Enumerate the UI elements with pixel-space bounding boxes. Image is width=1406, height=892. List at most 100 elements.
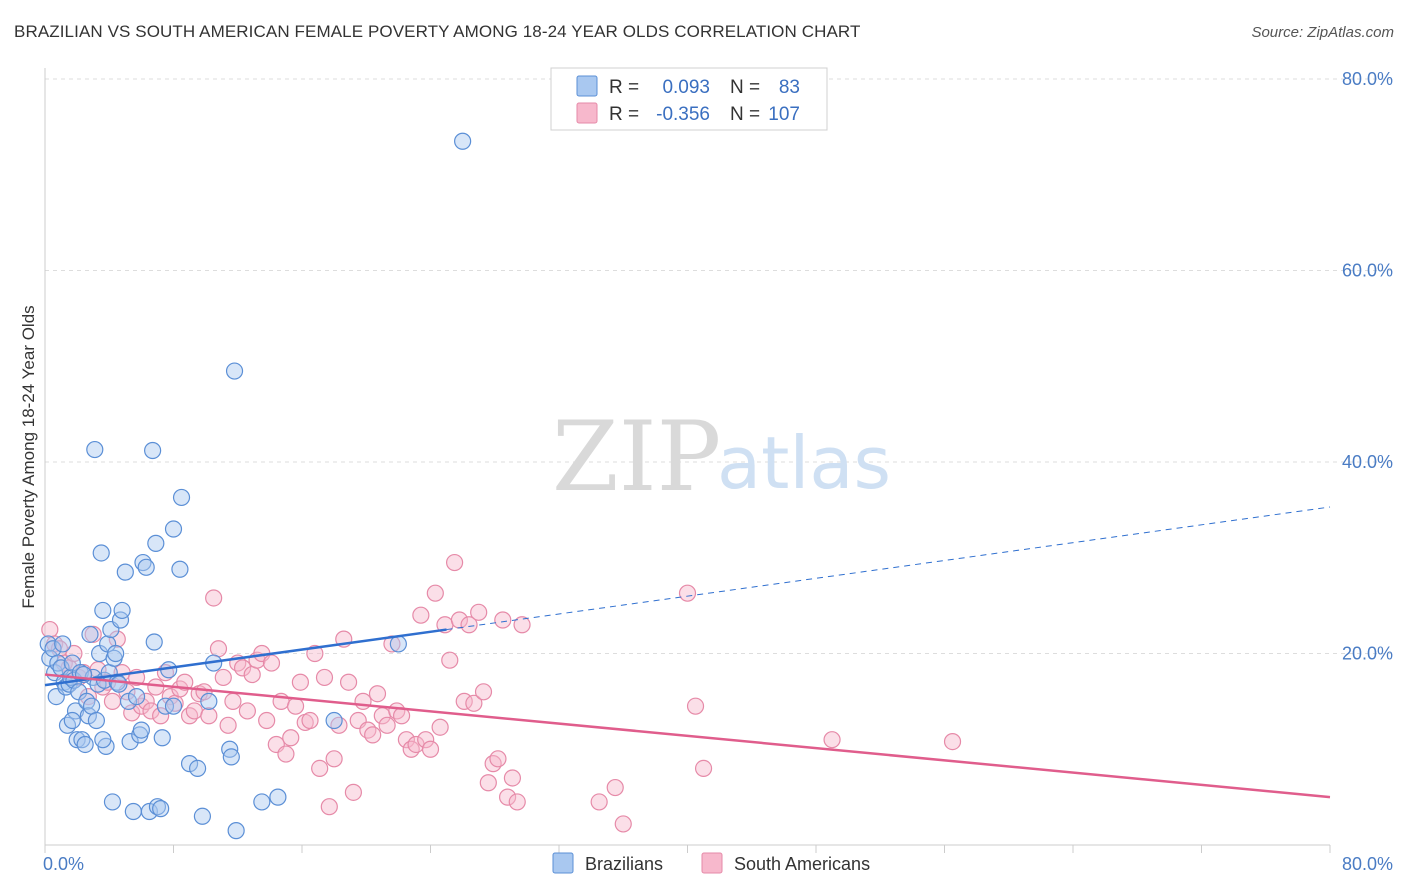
- y-axis-label: Female Poverty Among 18-24 Year Olds: [19, 305, 38, 608]
- bottom-legend-label-brazilians: Brazilians: [585, 854, 663, 874]
- south-americans-point-78: [417, 731, 435, 749]
- brazilians-point-47: [127, 687, 146, 706]
- brazilians-point-46: [124, 802, 142, 821]
- south-americans-point-34: [205, 589, 223, 607]
- legend-r-label-2: R =: [609, 104, 639, 125]
- south-americans-point-35: [209, 640, 228, 658]
- south-americans-point-70: [378, 716, 396, 734]
- brazilians-point-65: [193, 807, 212, 825]
- brazilians-point-16: [68, 731, 86, 749]
- south-americans-point-22: [147, 678, 165, 696]
- south-americans-point-90: [474, 683, 493, 701]
- south-americans-point-75: [402, 740, 420, 758]
- brazilians-point-43: [116, 563, 134, 581]
- brazilians-point-30: [92, 544, 110, 562]
- brazilians-point-49: [134, 553, 152, 572]
- source-label: Source: ZipAtlas.com: [1251, 24, 1394, 41]
- brazilians-point-73: [269, 788, 287, 806]
- brazilians-point-27: [87, 711, 106, 730]
- brazilians-point-82: [164, 697, 183, 715]
- legend-n-label-2: N =: [730, 104, 760, 125]
- brazilians-point-80: [110, 675, 128, 693]
- y-tick-labels: 20.0% 40.0% 60.0% 80.0%: [1342, 69, 1393, 664]
- x-tick-labels: 0.0% 80.0%: [43, 854, 1393, 874]
- south-americans-point-49: [277, 745, 295, 763]
- brazilians-point-60: [164, 520, 183, 538]
- south-americans-point-23: [152, 707, 170, 725]
- watermark-zip: ZIP: [552, 401, 721, 513]
- south-americans-point-57: [315, 668, 334, 687]
- legend-r-value-1: 0.093: [662, 77, 710, 98]
- south-americans-point-105: [823, 731, 841, 749]
- south-americans-point-42: [243, 665, 261, 684]
- south-americans-point-96: [503, 769, 522, 787]
- south-americans-point-97: [508, 793, 526, 811]
- south-americans-point-100: [606, 778, 624, 797]
- south-americans-point-14: [108, 630, 126, 648]
- south-americans-point-28: [176, 673, 194, 691]
- y-tick-label-3: 80.0%: [1342, 69, 1393, 89]
- y-tick-label-1: 40.0%: [1342, 452, 1393, 472]
- brazilians-point-63: [180, 755, 199, 773]
- brazilians-trend-line: [44, 628, 447, 687]
- south-americans-point-36: [214, 668, 232, 687]
- brazilians-point-39: [107, 644, 125, 663]
- south-americans-point-80: [426, 584, 444, 602]
- watermark-atlas: atlas: [717, 421, 891, 505]
- y-tick-label-0: 20.0%: [1342, 644, 1393, 664]
- south-americans-point-94: [494, 611, 512, 629]
- brazilians-point-57: [153, 729, 171, 747]
- south-americans-point-79: [421, 740, 440, 758]
- brazilians-point-79: [94, 731, 112, 749]
- south-americans-point-60: [330, 716, 348, 734]
- south-americans-point-88: [465, 694, 483, 712]
- south-americans-point-91: [479, 774, 497, 792]
- south-americans-point-40: [233, 659, 252, 677]
- south-americans-point-41: [238, 702, 256, 720]
- legend-swatch-blue: [576, 75, 598, 97]
- south-americans-point-0: [41, 620, 59, 639]
- south-americans-point-98: [513, 616, 531, 634]
- brazilians-point-70: [225, 362, 244, 380]
- south-americans-point-104: [694, 759, 713, 778]
- bottom-legend-label-south-americans: South Americans: [734, 854, 870, 874]
- brazilians-point-66: [200, 692, 218, 710]
- south-americans-point-32: [195, 683, 213, 701]
- south-americans-point-63: [344, 783, 362, 801]
- bottom-legend-swatch-south-americans: [701, 852, 723, 874]
- brazilians-point-44: [119, 692, 138, 710]
- south-americans-point-95: [499, 788, 517, 806]
- south-americans-point-89: [470, 603, 488, 621]
- south-americans-point-33: [200, 707, 218, 725]
- brazilians-point-10: [58, 716, 77, 734]
- brazilians-point-77: [63, 711, 81, 730]
- south-americans-point-87: [460, 616, 478, 634]
- south-americans-point-93: [489, 750, 507, 768]
- brazilians-point-75: [389, 635, 407, 653]
- south-americans-point-29: [180, 707, 199, 725]
- south-americans-point-51: [286, 697, 305, 715]
- brazilians-point-31: [94, 601, 112, 620]
- south-americans-point-56: [311, 759, 329, 778]
- south-americans-point-46: [262, 654, 281, 672]
- brazilians-point-0: [39, 635, 57, 653]
- brazilians-point-5: [49, 654, 67, 672]
- brazilians-point-61: [171, 560, 189, 578]
- south-americans-trend-line: [44, 673, 1331, 799]
- brazilians-trend-extension: [446, 506, 1331, 631]
- legend-n-label-1: N =: [730, 77, 760, 98]
- brazilians-point-37: [103, 793, 122, 811]
- south-americans-point-66: [359, 721, 377, 739]
- south-americans-point-38: [224, 692, 242, 710]
- legend-r-value-2: -0.356: [656, 104, 710, 125]
- legend-n-value-2: 107: [768, 104, 800, 125]
- south-americans-point-54: [301, 711, 319, 730]
- brazilians-point-19: [73, 731, 91, 749]
- south-americans-point-74: [397, 731, 416, 749]
- south-americans-point-45: [258, 711, 276, 730]
- brazilians-point-53: [145, 633, 163, 651]
- south-americans-point-52: [291, 673, 309, 691]
- legend-r-label-1: R =: [609, 77, 639, 98]
- brazilians-point-26: [86, 440, 104, 459]
- south-americans-point-103: [686, 697, 705, 715]
